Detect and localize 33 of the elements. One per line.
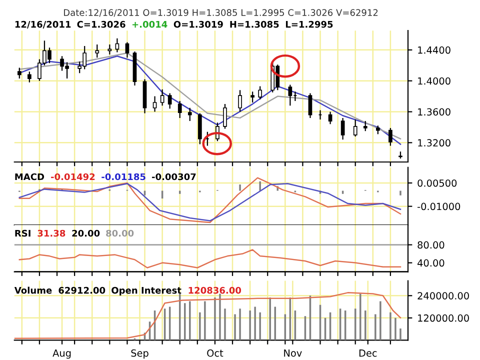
text: 12/16/2011 [15,20,71,28]
y-tick-label: 1.3200 [418,139,450,147]
annotation: 20.00 [72,230,100,237]
chart-title: Date:12/16/2011 O=1.3019 H=1.3085 L=1.2995 C=1.3026 V=62912 [64,9,378,17]
text: +.0014 [132,20,168,28]
text: L=1.2995 [286,20,333,28]
y-tick-label: 1.4400 [418,46,450,54]
text: MACD [15,173,44,180]
y-tick-label: 0.00500 [418,179,457,187]
annotation: -0.00307 [152,173,196,180]
text: Volume [14,286,52,294]
x-tick-label: Dec [359,350,377,357]
annotation: -0.01185 [102,173,146,180]
annotation: 120836.00 [188,286,242,294]
y-tick-label: 120000.00 [418,314,469,322]
x-tick-label: Oct [207,349,224,357]
y-tick-label: 40.00 [418,259,444,267]
text: C=1.3026 [77,20,126,28]
chart-title: RSI [15,230,30,237]
annotation: Open Interest [112,286,182,296]
y-tick-label: 80.00 [418,241,444,249]
x-tick-label: Aug [52,350,71,359]
x-tick-label: Sep [131,349,148,359]
annotation: 31.38 [38,230,66,237]
y-tick-label: -0.01000 [418,202,460,210]
text: O=1.3019 [174,20,223,28]
text: H=1.3085 [230,20,279,28]
y-tick-label: 1.3600 [418,108,450,116]
x-tick-label: Nov [284,350,302,357]
annotation: 62912.00 [58,286,106,294]
y-tick-label: 240000.00 [418,292,469,300]
annotation: -0.01492 [51,173,95,180]
y-tick-label: 1.4000 [418,77,450,85]
